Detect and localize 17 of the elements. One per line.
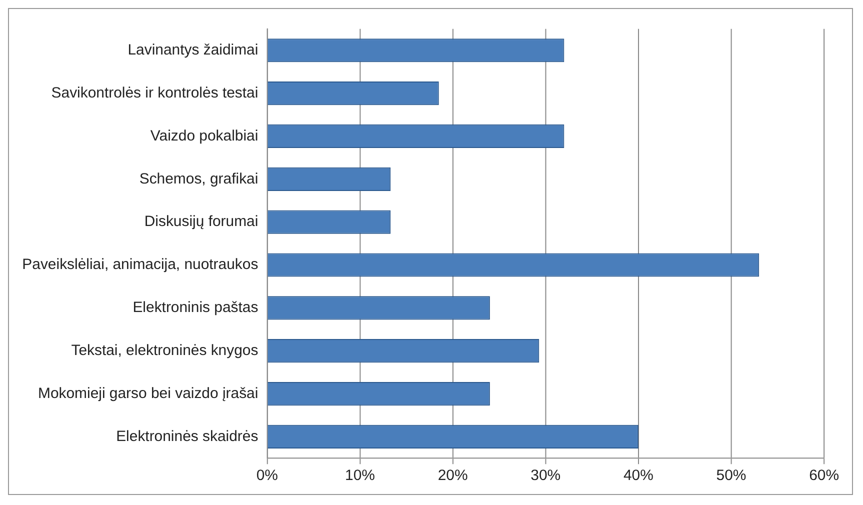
y-tick-label: Vaizdo pokalbiai bbox=[150, 127, 258, 144]
y-tick-label: Lavinantys žaidimai bbox=[128, 42, 258, 58]
y-tick-label: Elektroninės skaidrės bbox=[116, 428, 258, 445]
x-tick-label: 60% bbox=[809, 467, 840, 484]
y-tick-label: Elektroninis paštas bbox=[132, 299, 258, 316]
x-tick-label: 10% bbox=[345, 467, 375, 484]
x-tick-label: 0% bbox=[256, 467, 278, 484]
x-tick-label: 50% bbox=[716, 467, 746, 484]
y-tick-label: Schemos, grafikai bbox=[139, 170, 258, 188]
y-tick-label: Tekstai, elektroninės knygos bbox=[71, 342, 258, 359]
x-tick-label: 30% bbox=[530, 467, 561, 484]
x-tick-label: 20% bbox=[438, 467, 468, 484]
y-tick-label: Mokomieji garso bei vaizdo įrašai bbox=[38, 384, 258, 402]
y-tick-label: Paveikslėliai, animacija, nuotraukos bbox=[22, 256, 258, 274]
y-tick-label: Diskusijų forumai bbox=[144, 213, 258, 230]
y-tick-label: Savikontrolės ir kontrolės testai bbox=[51, 84, 258, 102]
x-tick-label: 40% bbox=[623, 467, 654, 484]
